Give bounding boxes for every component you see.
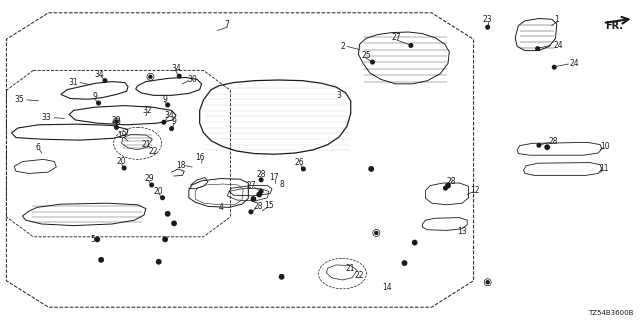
Circle shape — [163, 237, 167, 242]
Text: 28: 28 — [257, 170, 266, 179]
Circle shape — [409, 44, 413, 47]
Text: 14: 14 — [382, 284, 392, 292]
Text: FR.: FR. — [605, 20, 623, 31]
Text: 34: 34 — [164, 111, 175, 120]
Text: 20: 20 — [116, 157, 127, 166]
Text: 27: 27 — [392, 33, 402, 42]
Circle shape — [122, 166, 126, 170]
Text: 32: 32 — [142, 106, 152, 115]
Text: 18: 18 — [176, 161, 185, 170]
Circle shape — [170, 127, 173, 131]
Text: 29: 29 — [111, 116, 122, 125]
Circle shape — [95, 237, 99, 242]
Text: 2: 2 — [340, 42, 345, 51]
Circle shape — [252, 197, 255, 201]
Text: 23: 23 — [483, 15, 493, 24]
Text: TZ54B3600B: TZ54B3600B — [588, 310, 634, 316]
Text: 5: 5 — [90, 236, 95, 244]
Text: 22: 22 — [355, 271, 364, 280]
Circle shape — [371, 60, 374, 64]
Text: 30: 30 — [187, 75, 197, 84]
Text: 29: 29 — [144, 174, 154, 183]
Circle shape — [103, 79, 107, 83]
Circle shape — [486, 281, 489, 284]
Text: 21: 21 — [346, 264, 355, 273]
Text: 8: 8 — [279, 180, 284, 189]
Text: 9: 9 — [92, 92, 97, 101]
Circle shape — [161, 196, 164, 200]
Circle shape — [166, 212, 170, 216]
Text: 9: 9 — [163, 95, 168, 104]
Circle shape — [249, 210, 253, 214]
Text: 13: 13 — [457, 228, 467, 236]
Circle shape — [97, 101, 100, 105]
Circle shape — [259, 189, 263, 193]
Circle shape — [177, 74, 181, 78]
Circle shape — [369, 167, 373, 171]
Text: 31: 31 — [68, 78, 79, 87]
Text: 11: 11 — [600, 164, 609, 173]
Text: 28: 28 — [253, 202, 262, 211]
Text: 15: 15 — [264, 201, 274, 210]
Circle shape — [280, 275, 284, 279]
Text: 27: 27 — [246, 181, 256, 190]
Circle shape — [545, 145, 549, 149]
Circle shape — [536, 47, 540, 51]
Text: 4: 4 — [218, 203, 223, 212]
Text: 10: 10 — [600, 142, 610, 151]
Text: 34: 34 — [94, 70, 104, 79]
Text: 12: 12 — [470, 186, 479, 195]
Text: 34: 34 — [171, 64, 181, 73]
Circle shape — [166, 103, 170, 107]
Text: 35: 35 — [14, 95, 24, 104]
Circle shape — [446, 183, 450, 188]
Text: 28: 28 — [447, 177, 456, 186]
Text: 20: 20 — [153, 187, 163, 196]
Circle shape — [172, 221, 176, 226]
Circle shape — [157, 260, 161, 264]
Text: 9: 9 — [172, 117, 177, 126]
Text: 25: 25 — [361, 52, 371, 60]
Circle shape — [259, 178, 263, 182]
Circle shape — [413, 240, 417, 245]
Circle shape — [115, 120, 118, 123]
Text: 28: 28 — [549, 137, 558, 146]
Circle shape — [149, 75, 152, 78]
Circle shape — [99, 258, 103, 262]
Circle shape — [375, 231, 378, 235]
Circle shape — [115, 125, 118, 129]
Circle shape — [162, 120, 166, 124]
Text: 24: 24 — [570, 60, 580, 68]
Circle shape — [150, 183, 154, 187]
Text: 1: 1 — [554, 15, 559, 24]
Circle shape — [403, 261, 406, 265]
Text: 17: 17 — [269, 173, 279, 182]
Text: 7: 7 — [225, 20, 230, 29]
Circle shape — [301, 167, 305, 171]
Circle shape — [552, 65, 556, 69]
Circle shape — [537, 143, 541, 147]
Circle shape — [486, 25, 490, 29]
Text: 6: 6 — [36, 143, 41, 152]
Circle shape — [444, 186, 447, 190]
Text: 24: 24 — [553, 41, 563, 50]
Circle shape — [257, 192, 261, 197]
Text: 26: 26 — [294, 158, 304, 167]
Text: 21: 21 — [141, 140, 150, 149]
Text: 33: 33 — [42, 113, 52, 122]
Text: 22: 22 — [149, 148, 158, 156]
Text: 3: 3 — [337, 92, 342, 100]
Text: 19: 19 — [116, 132, 127, 140]
Text: 16: 16 — [195, 153, 205, 162]
